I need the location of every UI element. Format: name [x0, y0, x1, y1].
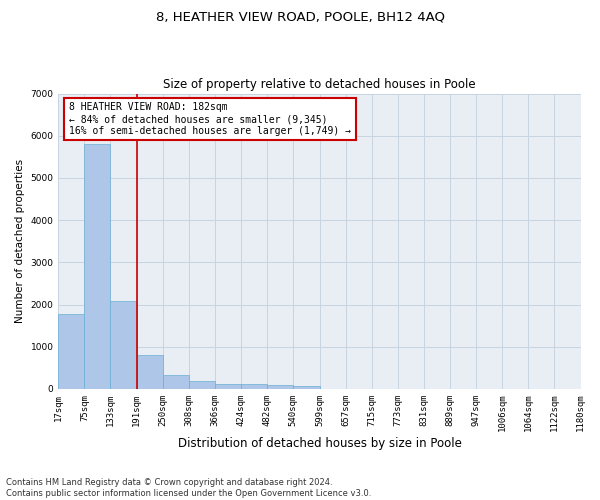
Bar — [58, 314, 85, 389]
X-axis label: Distribution of detached houses by size in Poole: Distribution of detached houses by size … — [178, 437, 461, 450]
Bar — [267, 384, 293, 389]
Bar — [85, 144, 110, 389]
Bar — [137, 355, 163, 389]
Text: 8, HEATHER VIEW ROAD, POOLE, BH12 4AQ: 8, HEATHER VIEW ROAD, POOLE, BH12 4AQ — [155, 10, 445, 23]
Y-axis label: Number of detached properties: Number of detached properties — [15, 159, 25, 324]
Bar — [189, 380, 215, 389]
Title: Size of property relative to detached houses in Poole: Size of property relative to detached ho… — [163, 78, 476, 91]
Bar — [163, 374, 189, 389]
Text: 8 HEATHER VIEW ROAD: 182sqm
← 84% of detached houses are smaller (9,345)
16% of : 8 HEATHER VIEW ROAD: 182sqm ← 84% of det… — [69, 102, 351, 136]
Text: Contains HM Land Registry data © Crown copyright and database right 2024.
Contai: Contains HM Land Registry data © Crown c… — [6, 478, 371, 498]
Bar — [110, 301, 137, 389]
Bar — [293, 386, 320, 389]
Bar — [241, 384, 267, 389]
Bar — [215, 384, 241, 389]
